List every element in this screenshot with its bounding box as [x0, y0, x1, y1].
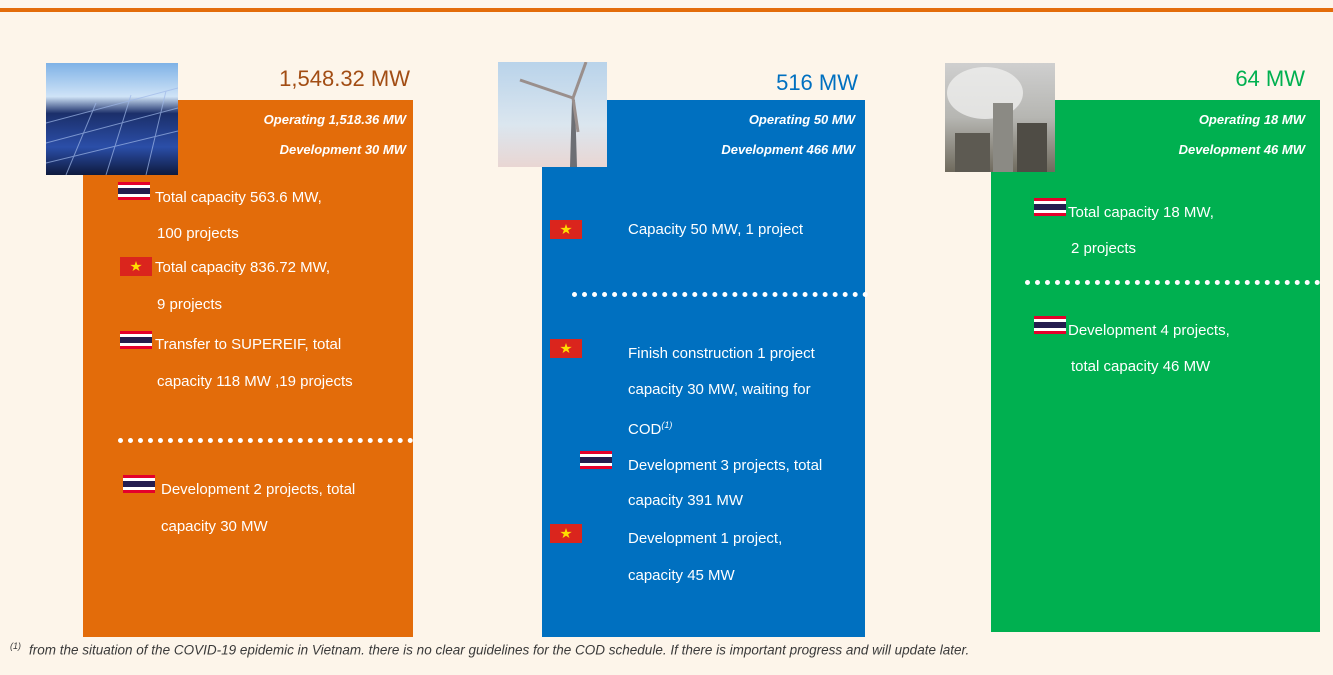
solar-panel: [83, 100, 413, 637]
top-rule: [0, 8, 1333, 12]
flag-thailand: [118, 182, 150, 200]
flag-vietnam: [120, 257, 152, 276]
plant: [945, 63, 1055, 172]
capacity-title: 64 MW: [1235, 66, 1305, 92]
flag-thailand: [1034, 316, 1066, 334]
divider: [118, 438, 413, 443]
footnote: (1) from the situation of the COVID-19 ep…: [10, 641, 969, 658]
footnote-ref: (1): [661, 420, 672, 430]
flag-thailand: [1034, 198, 1066, 216]
item-text: Total capacity 563.6 MW,: [155, 189, 322, 207]
item-text: Development 2 projects, total: [161, 481, 355, 499]
item-text: Development 3 projects, total: [628, 457, 822, 475]
item-text: 9 projects: [157, 296, 222, 314]
divider: [572, 292, 868, 297]
item-text: capacity 45 MW: [628, 567, 735, 585]
page: {"columns": [ {"capacity": "1,548.32 MW"…: [0, 0, 1333, 675]
operating: Operating 50 MW: [749, 112, 855, 127]
item-text: Finish construction 1 project: [628, 345, 815, 363]
item-text: total capacity 46 MW: [1071, 358, 1210, 376]
operating: Operating 18 MW: [1199, 112, 1305, 127]
item-text: Transfer to SUPEREIF, total: [155, 336, 341, 354]
flag-vietnam: [550, 220, 582, 239]
development: Development 30 MW: [280, 142, 406, 157]
item-text: Total capacity 18 MW,: [1068, 204, 1214, 222]
capacity-title: 516 MW: [776, 70, 858, 96]
item-text: capacity 391 MW: [628, 492, 743, 510]
item-text: 100 projects: [157, 225, 239, 243]
item-text: COD(1): [628, 416, 672, 439]
footnote-marker: (1): [10, 641, 21, 651]
item-text: Capacity 50 MW, 1 project: [628, 221, 803, 239]
development: Development 466 MW: [721, 142, 855, 157]
flag-thailand: [580, 451, 612, 469]
item-text: Development 4 projects,: [1068, 322, 1230, 340]
item-text: Total capacity 836.72 MW,: [155, 259, 330, 277]
footnote-text: from the situation of the COVID-19 epide…: [29, 643, 969, 658]
wind-panel: [542, 100, 865, 637]
turbine: [498, 62, 607, 167]
biomass-image: [945, 63, 1055, 172]
flag-thailand: [123, 475, 155, 493]
capacity-title: 1,548.32 MW: [279, 66, 410, 92]
solar-image: [46, 63, 178, 175]
item-text: Development 1 project,: [628, 530, 782, 548]
development: Development 46 MW: [1179, 142, 1305, 157]
item-text: capacity 30 MW, waiting for: [628, 381, 811, 399]
item-text: capacity 30 MW: [161, 518, 268, 536]
item-text: 2 projects: [1071, 240, 1136, 258]
wind-image: [498, 62, 607, 167]
item-text: COD: [628, 421, 661, 438]
flag-vietnam: [550, 339, 582, 358]
divider: [1025, 280, 1320, 285]
item-text: capacity 118 MW ,19 projects: [157, 373, 353, 391]
flag-vietnam: [550, 524, 582, 543]
operating: Operating 1,518.36 MW: [264, 112, 406, 127]
solar-grid: [46, 63, 178, 175]
flag-thailand: [120, 331, 152, 349]
